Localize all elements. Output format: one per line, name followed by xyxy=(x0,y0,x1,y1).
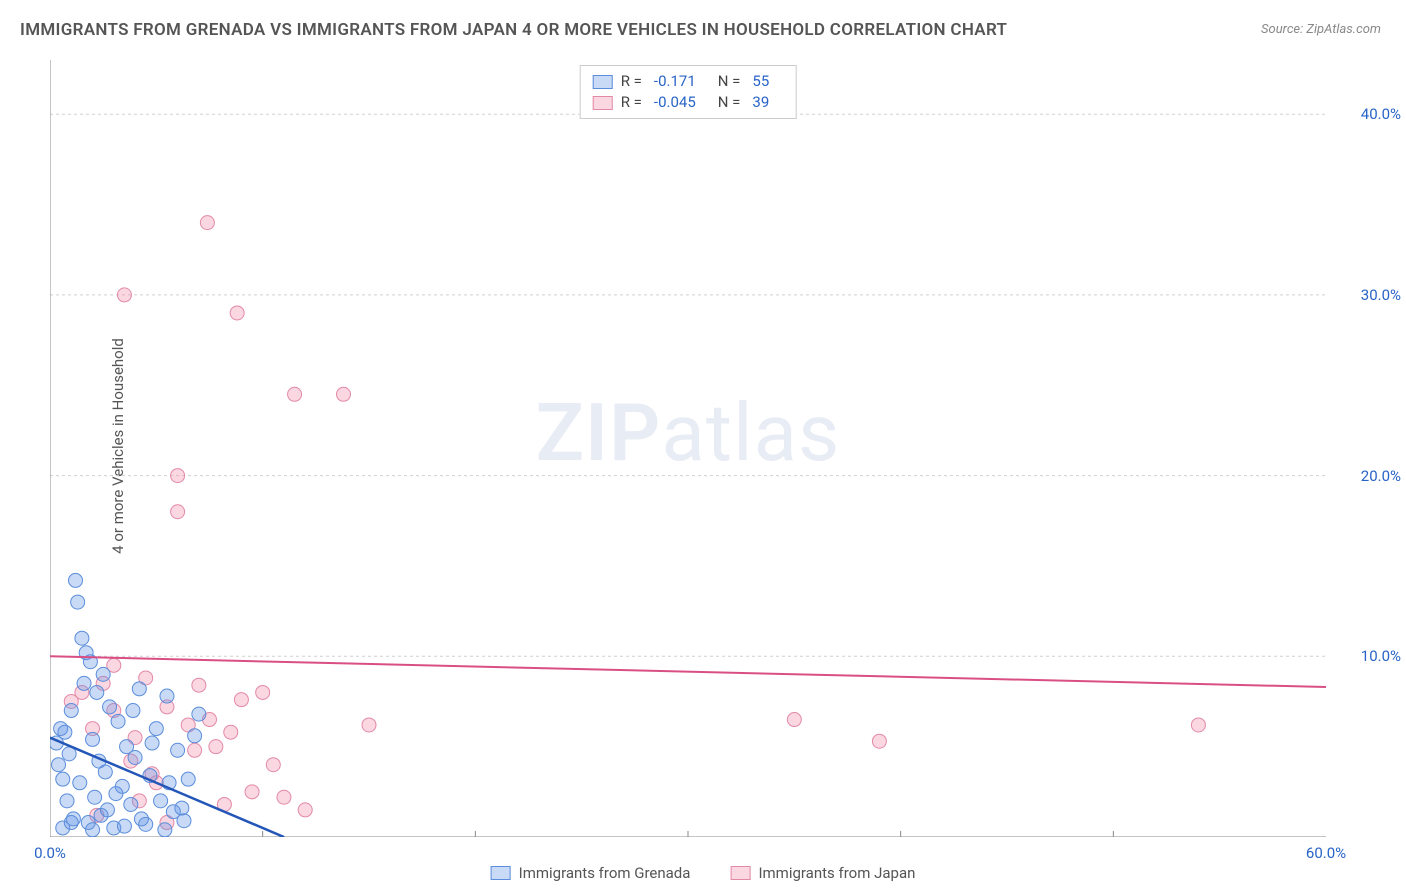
r-value-japan: -0.045 xyxy=(654,92,696,113)
stats-row-grenada: R = -0.171 N = 55 xyxy=(593,71,784,92)
x-tick-label: 60.0% xyxy=(1306,844,1346,862)
chart-title: IMMIGRANTS FROM GRENADA VS IMMIGRANTS FR… xyxy=(20,20,1007,40)
legend-label-japan: Immigrants from Japan xyxy=(758,864,915,882)
japan-swatch xyxy=(593,96,613,110)
y-tick-label: 40.0% xyxy=(1361,105,1401,123)
n-value-japan: 39 xyxy=(752,92,769,113)
y-tick-label: 10.0% xyxy=(1361,647,1401,665)
grenada-swatch xyxy=(491,866,511,880)
legend-item-japan: Immigrants from Japan xyxy=(730,864,915,882)
r-label: R = xyxy=(621,71,642,92)
grenada-swatch xyxy=(593,75,613,89)
legend-item-grenada: Immigrants from Grenada xyxy=(491,864,691,882)
x-tick-label: 0.0% xyxy=(34,844,66,862)
n-value-grenada: 55 xyxy=(752,71,769,92)
y-tick-label: 20.0% xyxy=(1361,467,1401,485)
correlation-stats-box: R = -0.171 N = 55 R = -0.045 N = 39 xyxy=(580,65,797,119)
n-label: N = xyxy=(718,71,741,92)
stats-row-japan: R = -0.045 N = 39 xyxy=(593,92,784,113)
chart-container: IMMIGRANTS FROM GRENADA VS IMMIGRANTS FR… xyxy=(0,0,1406,892)
r-label: R = xyxy=(621,92,642,113)
legend: Immigrants from Grenada Immigrants from … xyxy=(491,864,916,882)
r-value-grenada: -0.171 xyxy=(654,71,696,92)
scatter-plot-svg xyxy=(50,60,1326,837)
legend-label-grenada: Immigrants from Grenada xyxy=(519,864,691,882)
y-tick-label: 30.0% xyxy=(1361,286,1401,304)
source-attribution: Source: ZipAtlas.com xyxy=(1261,22,1381,37)
plot-area: ZIPatlas R = -0.171 N = 55 R = -0.045 N … xyxy=(50,60,1326,837)
japan-swatch xyxy=(730,866,750,880)
n-label: N = xyxy=(718,92,741,113)
